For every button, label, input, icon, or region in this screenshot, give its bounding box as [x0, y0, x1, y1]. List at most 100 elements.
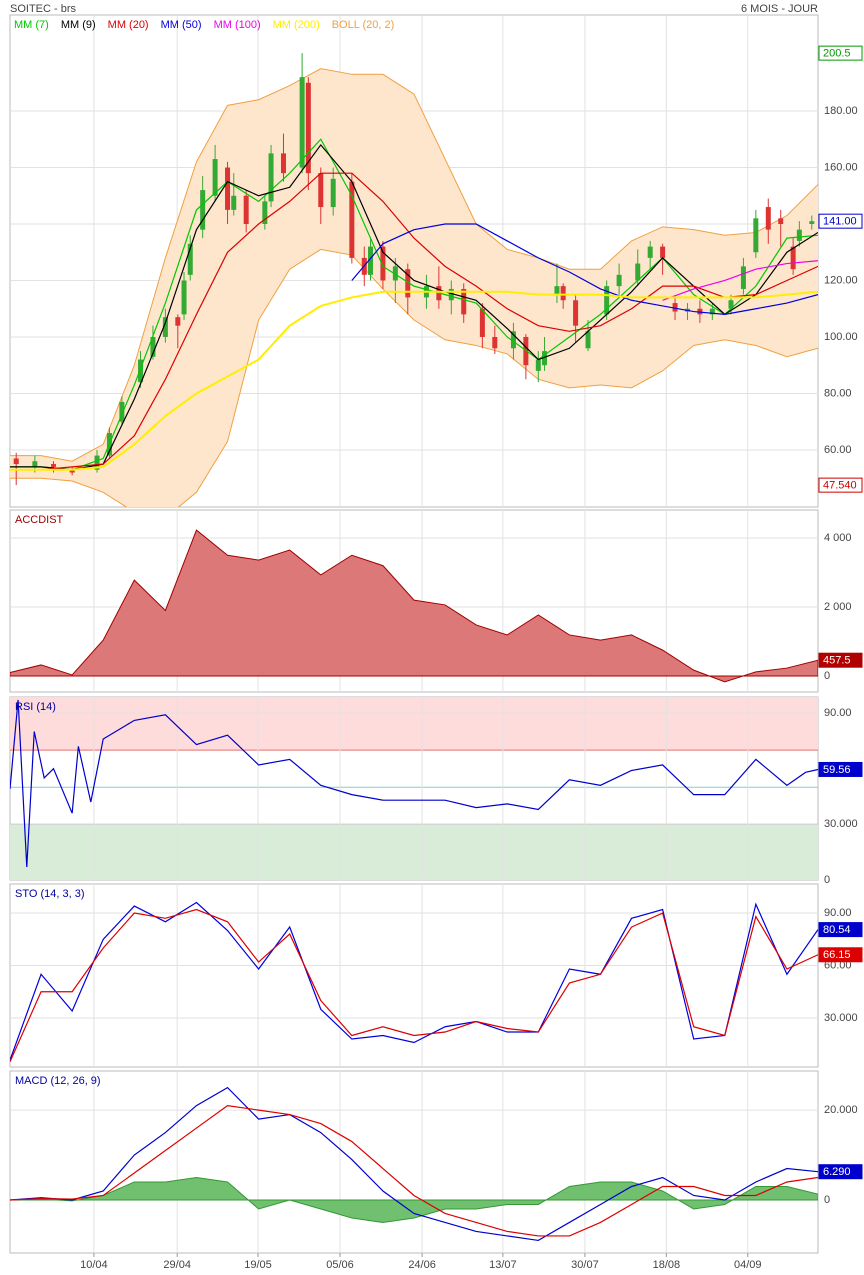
candle-body — [51, 464, 57, 467]
y-tick-label: 120.00 — [824, 274, 858, 286]
chart-subtitle: 6 MOIS - JOUR — [741, 3, 818, 15]
candle-body — [740, 266, 746, 289]
candle-body — [367, 246, 373, 275]
candle-body — [380, 246, 386, 281]
value-marker-label: 80.54 — [823, 924, 851, 936]
line — [10, 143, 818, 471]
line — [351, 223, 818, 315]
candle-body — [175, 317, 181, 326]
y-tick-label: 100.00 — [824, 331, 858, 343]
candle-body — [268, 153, 274, 202]
candle-body — [554, 286, 560, 295]
candle-body — [616, 274, 622, 287]
value-marker-label: 457.5 — [823, 655, 851, 667]
value-marker — [818, 477, 863, 493]
candle-body — [13, 458, 19, 465]
candle-body — [510, 331, 516, 349]
candle-body — [231, 195, 237, 210]
y-tick-label: 30.000 — [824, 1012, 858, 1024]
candle-body — [728, 300, 734, 309]
candle-body — [392, 266, 398, 281]
y-tick-label: 90.00 — [824, 907, 852, 919]
plot-area — [10, 15, 818, 507]
line — [10, 1086, 818, 1242]
candle-body — [262, 201, 268, 225]
candle-body — [796, 229, 802, 241]
x-tick-label: 24/06 — [408, 1259, 436, 1271]
line — [10, 290, 818, 471]
y-tick-label: 160.00 — [824, 161, 858, 173]
x-tick-label: 10/04 — [80, 1259, 108, 1271]
legend-entry: MM (7) — [14, 19, 49, 31]
candle-body — [604, 286, 610, 315]
line — [10, 138, 818, 471]
panel-title: MACD (12, 26, 9) — [15, 1075, 101, 1087]
value-marker-label: 66.15 — [823, 949, 851, 961]
legend-entry: MM (100) — [214, 19, 261, 31]
candle-body — [405, 269, 411, 298]
candle-body — [585, 331, 591, 349]
value-marker — [818, 761, 863, 777]
y-tick-label: 180.00 — [824, 105, 858, 117]
candle-body — [753, 218, 759, 253]
legend-entry: MM (200) — [273, 19, 320, 31]
legend-entry: MM (9) — [61, 19, 96, 31]
candle-body — [181, 280, 187, 315]
legend-entry: BOLL (20, 2) — [332, 19, 395, 31]
panel — [9, 883, 819, 1068]
x-tick-label: 29/04 — [163, 1259, 191, 1271]
band-fill — [10, 68, 818, 507]
candle-body — [150, 336, 156, 357]
band-lower — [10, 248, 818, 507]
candle-body — [32, 461, 38, 467]
value-marker — [818, 947, 863, 963]
legend-entry: MM (20) — [108, 19, 149, 31]
area — [10, 529, 818, 683]
y-tick-label: 60.00 — [824, 444, 852, 456]
line — [10, 699, 818, 868]
band-upper — [10, 68, 818, 462]
panel-title: STO (14, 3, 3) — [15, 888, 85, 900]
line — [10, 908, 818, 1062]
candle-body — [305, 82, 311, 174]
value-marker — [818, 213, 863, 229]
value-marker-label: 47.540 — [823, 480, 857, 492]
value-marker-label: 6.290 — [823, 1166, 851, 1178]
candle-body — [778, 218, 784, 225]
value-marker-label: 200.5 — [823, 48, 851, 60]
candle-body — [280, 153, 286, 174]
y-tick-label: 0 — [824, 1194, 830, 1206]
y-tick-label: 80.00 — [824, 387, 852, 399]
candle-body — [243, 195, 249, 225]
candle-body — [492, 336, 498, 349]
candle-body — [765, 207, 771, 230]
plot-area — [10, 510, 818, 692]
plot-area — [10, 1071, 818, 1253]
candle-body — [138, 359, 144, 383]
legend-entry: MM (50) — [161, 19, 202, 31]
y-tick-label: 0 — [824, 874, 830, 886]
candle-body — [225, 167, 231, 210]
line — [10, 172, 818, 471]
y-tick-label: 4 000 — [824, 532, 852, 544]
x-tick-label: 05/06 — [326, 1259, 354, 1271]
value-marker — [818, 652, 863, 668]
y-tick-label: 0 — [824, 670, 830, 682]
candle-body — [560, 286, 566, 301]
plot-area — [10, 884, 818, 1067]
line — [662, 260, 818, 301]
panel-title: ACCDIST — [15, 514, 64, 526]
zone — [10, 697, 818, 751]
y-tick-label: 30.000 — [824, 818, 858, 830]
candle-body — [573, 300, 579, 326]
line — [10, 1104, 818, 1237]
candle-body — [119, 401, 125, 422]
candle-body — [461, 288, 467, 315]
x-tick-label: 13/07 — [489, 1259, 517, 1271]
chart-title: SOITEC - brs — [10, 3, 77, 15]
area — [10, 1176, 818, 1223]
plot-area — [10, 697, 818, 880]
y-tick-label: 20.000 — [824, 1104, 858, 1116]
candle-body — [790, 246, 796, 270]
